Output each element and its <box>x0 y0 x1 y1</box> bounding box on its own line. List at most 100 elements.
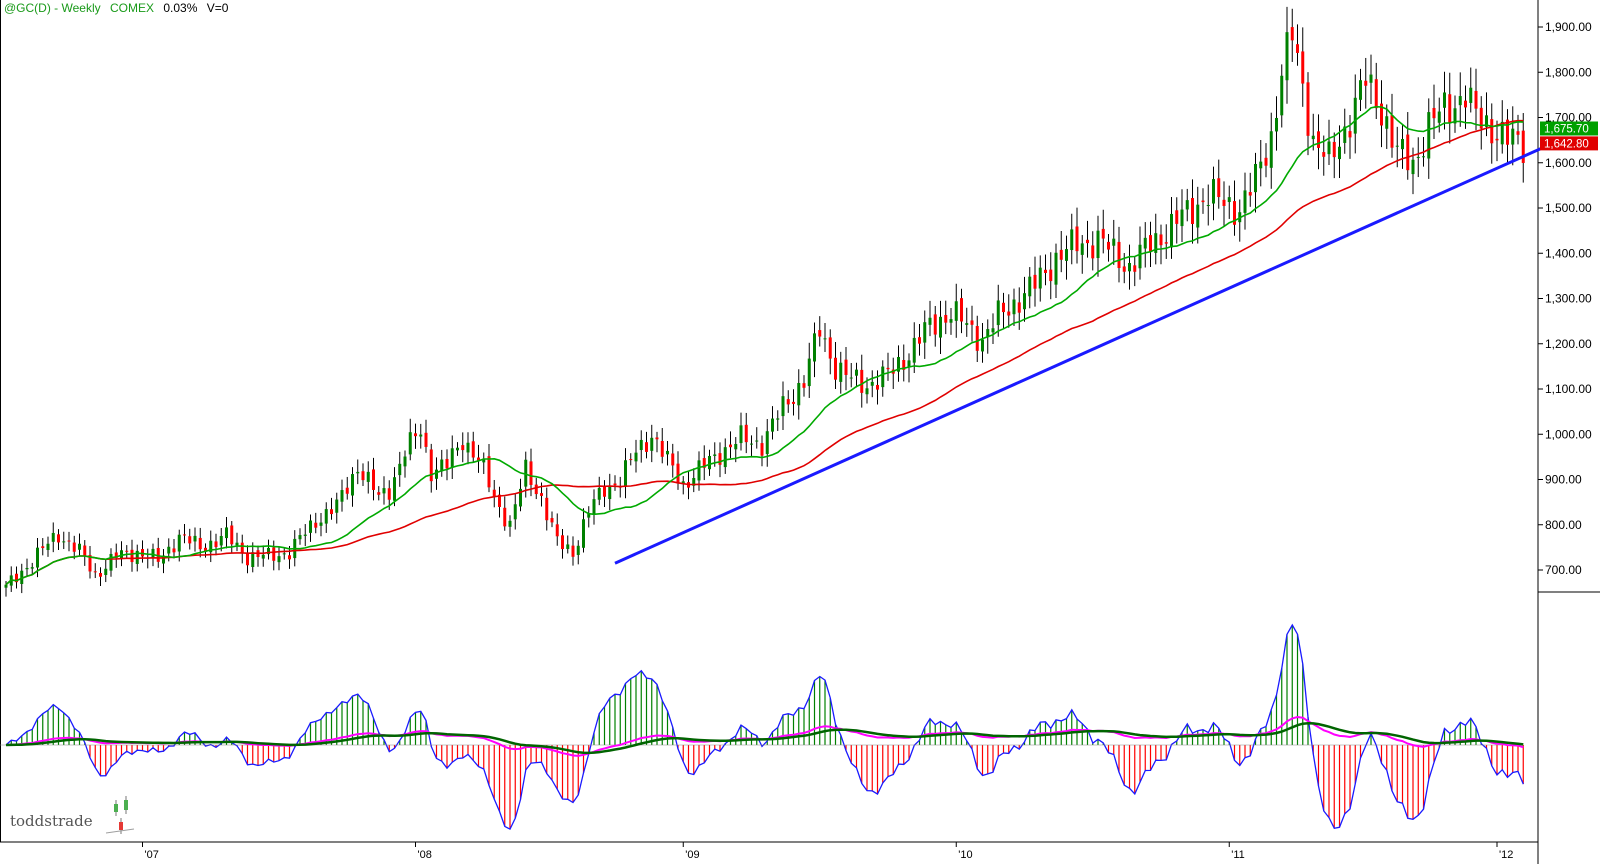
candle-body <box>1049 269 1053 282</box>
candle-body <box>1374 79 1378 109</box>
candle-body <box>1149 235 1152 253</box>
candle-body <box>524 459 528 487</box>
candle-body <box>1301 51 1305 84</box>
candle-body <box>114 552 118 559</box>
candle-body <box>83 545 87 557</box>
candle-body <box>1012 299 1016 315</box>
candle-body <box>1401 139 1404 150</box>
candle-body <box>1359 80 1362 100</box>
candle-body <box>1343 126 1347 143</box>
x-tick-label: '11 <box>1231 849 1245 861</box>
candle-body <box>1411 159 1415 175</box>
candle-body <box>708 455 711 470</box>
candle-body <box>319 522 323 526</box>
candle-body <box>865 388 869 395</box>
candle-body <box>629 459 633 461</box>
candle-body <box>477 457 480 462</box>
candle-body <box>855 369 858 376</box>
candle-body <box>519 488 522 507</box>
candle-body <box>1033 274 1037 289</box>
candle-body <box>1154 233 1158 253</box>
y-tick-label: 1,000.00 <box>1545 427 1592 441</box>
y-tick-label: 1,900.00 <box>1545 20 1592 34</box>
candle-body <box>666 450 669 455</box>
candle-body <box>944 314 948 323</box>
candle-body <box>907 360 911 367</box>
candle-body <box>818 330 822 337</box>
support-trendline <box>614 141 1556 565</box>
candle-body <box>639 439 643 451</box>
candle-body <box>382 488 386 494</box>
candle-body <box>608 485 612 500</box>
candle-body <box>849 377 853 379</box>
candle-body <box>1275 117 1278 132</box>
candle-body <box>188 536 192 544</box>
candle-body <box>1311 135 1315 140</box>
candle-body <box>1212 179 1215 204</box>
candle-body <box>1227 197 1231 203</box>
candle-body <box>1254 163 1257 193</box>
candle-body <box>125 550 129 552</box>
candle-body <box>718 453 722 465</box>
candle-body <box>876 384 879 390</box>
candle-body <box>303 534 307 536</box>
candle-body <box>482 458 486 463</box>
candle-body <box>345 487 349 494</box>
price-tags: 1,675.70 1,642.80 <box>1540 121 1598 151</box>
candle-body <box>592 499 596 515</box>
candle-body <box>1448 94 1452 123</box>
candle-body <box>1101 228 1105 239</box>
candle-body <box>529 461 533 485</box>
candle-body <box>597 487 601 500</box>
candle-body <box>1500 121 1504 145</box>
signal-line <box>5 721 1524 755</box>
x-axis: '07 '08 '09 '10 '11 '12 <box>142 842 1513 861</box>
candle-body <box>702 458 706 468</box>
candle-body <box>209 540 213 553</box>
watermark: toddstrade <box>10 796 135 834</box>
candle-body <box>1427 112 1431 159</box>
candle-body <box>387 488 391 500</box>
candle-body <box>991 328 995 333</box>
y-tick-label: 700.00 <box>1545 563 1582 577</box>
candle-body <box>424 432 428 447</box>
candle-body <box>1007 311 1011 316</box>
y-tick-label: 1,200.00 <box>1545 337 1592 351</box>
candle-body <box>183 534 186 536</box>
candle-body <box>1422 156 1425 158</box>
candle-body <box>1416 156 1420 158</box>
candle-body <box>1080 243 1084 255</box>
candle-body <box>1191 198 1194 224</box>
trendline-group[interactable] <box>614 141 1556 565</box>
candle-body <box>230 525 234 545</box>
x-tick-label: '10 <box>958 849 972 861</box>
candle-body <box>650 437 654 451</box>
candle-body <box>141 549 144 557</box>
candle-body <box>960 298 963 322</box>
candle-body <box>214 541 218 548</box>
candle-body <box>57 534 60 543</box>
candle-body <box>624 460 627 487</box>
candle-body <box>440 459 444 472</box>
candle-body <box>734 443 738 450</box>
candle-body <box>1075 226 1079 252</box>
candle-body <box>1511 128 1515 145</box>
candle-body <box>246 552 249 566</box>
candle-body <box>986 329 990 338</box>
candle-body <box>550 518 554 523</box>
candle-body <box>372 469 375 490</box>
candle-body <box>1002 302 1005 313</box>
candle-body <box>1285 32 1289 81</box>
oscillator-panel <box>0 623 1524 830</box>
candle-body <box>162 555 165 564</box>
candle-body <box>555 524 559 537</box>
candle-body <box>225 527 228 539</box>
candle-body <box>1248 192 1252 196</box>
candle-body <box>1206 205 1210 207</box>
y-tick-label: 1,500.00 <box>1545 201 1592 215</box>
candle-body <box>398 463 402 476</box>
candle-body <box>429 449 433 482</box>
candle-body <box>503 507 507 527</box>
